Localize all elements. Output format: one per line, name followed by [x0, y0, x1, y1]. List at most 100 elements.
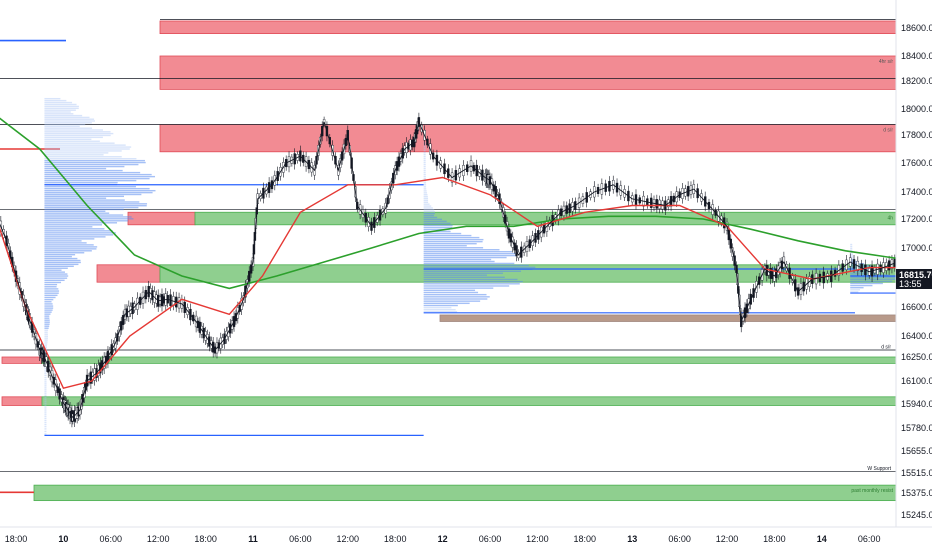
profile-0-bin	[44, 305, 54, 307]
time-tick-label: 18:00	[574, 534, 597, 544]
profile-0-bin	[44, 345, 47, 347]
profile-0-bin	[44, 122, 92, 124]
profile-1-bin	[423, 228, 450, 231]
profile-1-bin	[423, 238, 484, 241]
profile-1-bin	[423, 270, 522, 272]
price-tick-label: 15655.00	[901, 446, 932, 456]
profile-0-bin	[44, 259, 81, 262]
profile-0-bin	[44, 201, 140, 203]
profile-0-bin	[44, 97, 61, 100]
price-tick-label: 18000.00	[901, 104, 932, 114]
profile-0-bin	[44, 114, 83, 117]
price-tick-label: 18400.00	[901, 51, 932, 61]
profile-0-bin	[44, 313, 51, 315]
time-tick-label: 06:00	[289, 534, 312, 544]
profile-0-bin	[44, 261, 81, 264]
profile-0-bin	[44, 99, 67, 102]
profile-1-bin	[423, 167, 426, 170]
profile-0-bin	[44, 257, 78, 260]
profile-1-bin	[423, 296, 490, 298]
profile-1-bin	[423, 304, 458, 307]
profile-0-bin	[44, 210, 106, 213]
profile-0-bin	[44, 240, 82, 242]
profile-1-bin	[423, 245, 467, 247]
profile-1-bin	[423, 260, 495, 263]
price-tick-label: 16100.00	[901, 376, 932, 386]
profile-1-bin	[423, 224, 453, 227]
profile-0-bin	[44, 167, 107, 170]
profile-0-bin	[44, 226, 93, 228]
price-tick-label: 16250.00	[901, 352, 932, 362]
zone-label-12: past monthly resist	[851, 488, 893, 494]
profile-0-bin	[44, 203, 148, 205]
profile-1-bin	[423, 285, 510, 287]
profile-0-bin	[44, 222, 118, 224]
profile-0-bin	[44, 405, 47, 407]
profile-0-bin	[44, 317, 50, 319]
profile-0-bin	[44, 333, 48, 335]
profile-0-bin	[44, 111, 71, 113]
profile-0-bin	[44, 206, 139, 209]
profile-1-bin	[423, 289, 476, 292]
profile-0-bin	[44, 248, 97, 250]
profile-0-bin	[44, 116, 90, 119]
profile-0-bin	[44, 319, 50, 321]
profile-0-bin	[44, 311, 52, 313]
price-tick-label: 17000.00	[901, 243, 932, 253]
profile-0-bin	[44, 423, 47, 426]
profile-1-bin	[423, 306, 452, 309]
time-axis-layer: 18:00 10 06:00 12:00 18:00 11 06:00 12:00 18:00 1…	[0, 526, 932, 550]
profile-0-bin	[44, 127, 93, 129]
price-tick-label: 15515.00	[901, 468, 932, 478]
profile-0-bin	[44, 407, 47, 409]
price-tick-label: 17600.00	[901, 158, 932, 168]
zone-supply-0	[159, 20, 897, 35]
profile-1-bin	[423, 175, 426, 178]
profile-0-bin	[44, 169, 123, 172]
time-tick-label: 18:00	[763, 534, 786, 544]
profile-0-bin	[44, 415, 47, 417]
volume-profiles-layer	[44, 97, 898, 436]
profile-0-bin	[44, 433, 47, 435]
time-tick-label: 18:00	[194, 534, 217, 544]
profile-0-bin	[44, 103, 77, 106]
profile-1-bin	[423, 240, 483, 243]
price-line	[0, 120, 932, 419]
profile-1-bin	[423, 212, 435, 215]
profile-1-bin	[423, 293, 487, 296]
profile-1-bin	[423, 236, 480, 239]
profile-1-bin	[423, 214, 434, 217]
profile-0-bin	[44, 368, 47, 370]
profile-0-bin	[44, 132, 114, 135]
profile-0-bin	[44, 191, 153, 194]
profile-1-bin	[423, 218, 442, 221]
profile-0-bin	[44, 298, 54, 301]
profile-0-bin	[44, 269, 62, 271]
profile-0-bin	[44, 244, 94, 246]
profile-1-bin	[423, 211, 436, 213]
price-tick-label: 17200.00	[901, 214, 932, 224]
profile-1-bin	[423, 283, 520, 285]
profile-0-bin	[44, 142, 115, 144]
profile-2-bin	[850, 276, 896, 278]
profile-0-bin	[44, 171, 141, 174]
profile-1-bin	[423, 165, 426, 168]
profile-1-bin	[423, 159, 426, 162]
price-tick-label: 16600.00	[901, 302, 932, 312]
profile-0-bin	[44, 290, 60, 292]
zones-layer: 4hr s/r d s/r 4h past monthly resist	[1, 20, 897, 502]
profile-0-bin	[44, 252, 85, 254]
profile-0-bin	[44, 411, 47, 413]
profile-0-bin	[44, 286, 57, 288]
profile-0-bin	[44, 242, 87, 244]
profile-0-bin	[44, 195, 124, 198]
profile-1-bin	[423, 234, 472, 237]
profile-2-bin	[850, 282, 883, 285]
profile-0-bin	[44, 417, 47, 420]
profile-0-bin	[44, 376, 47, 379]
bar-countdown: 13:55	[899, 279, 922, 289]
profile-0-bin	[44, 136, 103, 139]
profile-0-bin	[44, 419, 47, 422]
time-tick-label: 11	[248, 534, 258, 544]
